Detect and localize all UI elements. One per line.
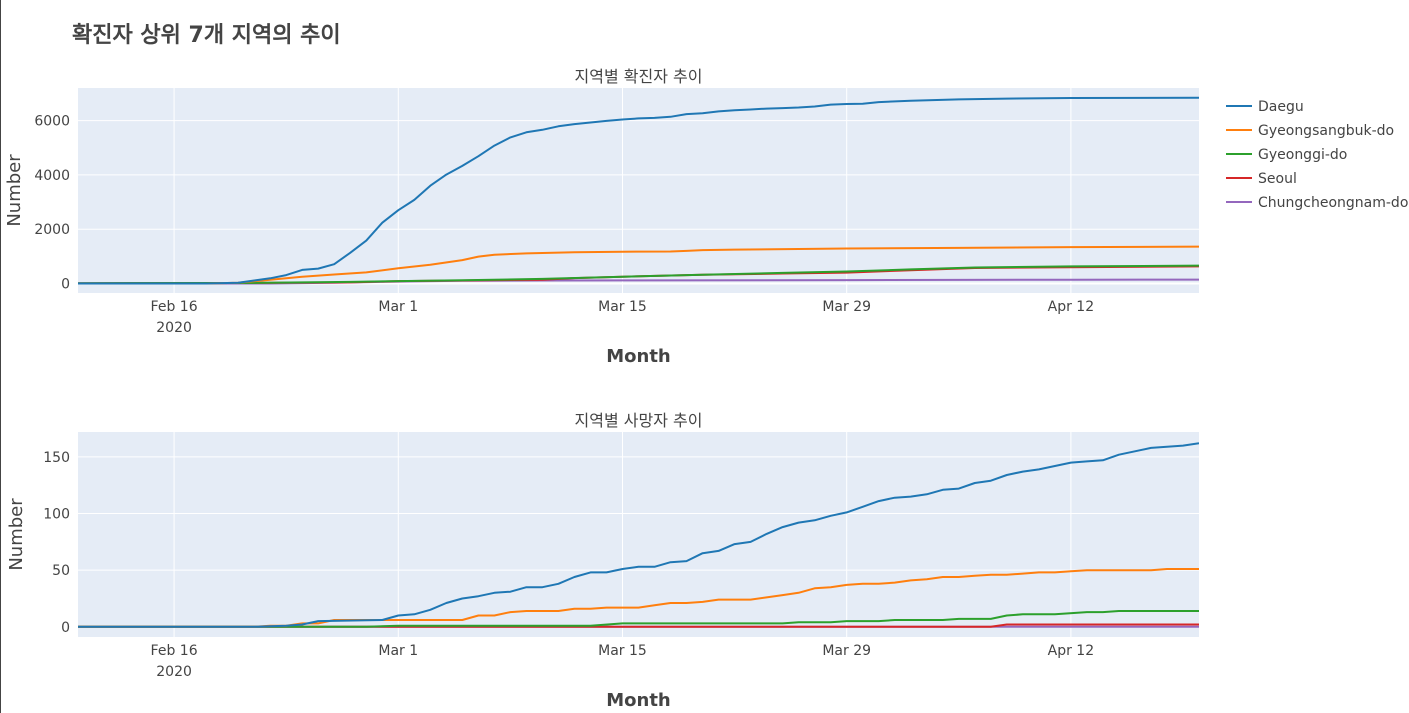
subplot-title: 지역별 확진자 추이 xyxy=(575,67,703,86)
y-tick-label: 2000 xyxy=(34,222,70,238)
x-tick-year-label: 2020 xyxy=(156,320,192,336)
deaths-panel: Feb 16 2020 Mar 1 Mar 15 Mar 29 Apr 12 0 50 100 1… xyxy=(6,411,1199,711)
confirmed-cases-panel: Feb 16 2020 Mar 1 Mar 15 Mar 29 Apr 12 0 2000 40… xyxy=(4,67,1199,367)
y-tick-label: 0 xyxy=(61,276,70,292)
chart-main-title: 확진자 상위 7개 지역의 추이 xyxy=(72,23,341,48)
x-tick-label: Mar 1 xyxy=(378,643,418,659)
legend-label: Seoul xyxy=(1258,171,1297,187)
subplot-title: 지역별 사망자 추이 xyxy=(575,411,703,430)
chart-legend[interactable]: Daegu Gyeongsangbuk-do Gyeonggi-do Seoul Chu… xyxy=(1226,99,1408,211)
y-tick-label: 100 xyxy=(43,507,70,523)
plot-background xyxy=(78,88,1199,293)
y-tick-label: 6000 xyxy=(34,114,70,130)
y-tick-label: 150 xyxy=(43,450,70,466)
y-tick-label: 0 xyxy=(61,620,70,636)
series-lines xyxy=(78,442,1199,628)
x-tick-label: Mar 15 xyxy=(598,299,647,315)
legend-item-daegu[interactable]: Daegu xyxy=(1226,99,1304,115)
legend-label: Gyeonggi-do xyxy=(1258,147,1347,163)
window-left-border xyxy=(0,0,1,713)
series-line-gyeongsangbuk-do[interactable] xyxy=(78,245,1199,285)
x-tick-label: Mar 15 xyxy=(598,643,647,659)
legend-item-seoul[interactable]: Seoul xyxy=(1226,171,1297,187)
x-tick-year-label: 2020 xyxy=(156,664,192,680)
series-line-daegu[interactable] xyxy=(78,96,1199,285)
x-tick-label: Mar 29 xyxy=(822,643,871,659)
x-axis-title: Month xyxy=(606,346,671,367)
y-tick-label: 4000 xyxy=(34,168,70,184)
series-line-seoul[interactable] xyxy=(78,623,1199,628)
legend-label: Chungcheongnam-do xyxy=(1258,195,1408,211)
series-line-daegu[interactable] xyxy=(78,442,1199,628)
x-axis-title: Month xyxy=(606,690,671,711)
plot-background xyxy=(78,432,1199,637)
x-tick-label: Feb 16 xyxy=(151,643,198,659)
x-tick-label: Apr 12 xyxy=(1048,299,1094,315)
y-axis-title: Number xyxy=(4,154,25,227)
y-axis-title: Number xyxy=(6,498,27,571)
series-line-gyeonggi-do[interactable] xyxy=(78,610,1199,628)
series-lines xyxy=(78,96,1199,285)
x-tick-label: Apr 12 xyxy=(1048,643,1094,659)
series-line-gyeonggi-do[interactable] xyxy=(78,264,1199,285)
x-tick-label: Feb 16 xyxy=(151,299,198,315)
y-tick-label: 50 xyxy=(52,563,70,579)
legend-item-chungcheongnam-do[interactable]: Chungcheongnam-do xyxy=(1226,195,1408,211)
legend-item-gyeongsangbuk-do[interactable]: Gyeongsangbuk-do xyxy=(1226,123,1394,139)
legend-label: Gyeongsangbuk-do xyxy=(1258,123,1394,139)
legend-label: Daegu xyxy=(1258,99,1304,115)
legend-item-gyeonggi-do[interactable]: Gyeonggi-do xyxy=(1226,147,1347,163)
x-tick-label: Mar 29 xyxy=(822,299,871,315)
series-line-gyeongsangbuk-do[interactable] xyxy=(78,568,1199,628)
x-tick-label: Mar 1 xyxy=(378,299,418,315)
